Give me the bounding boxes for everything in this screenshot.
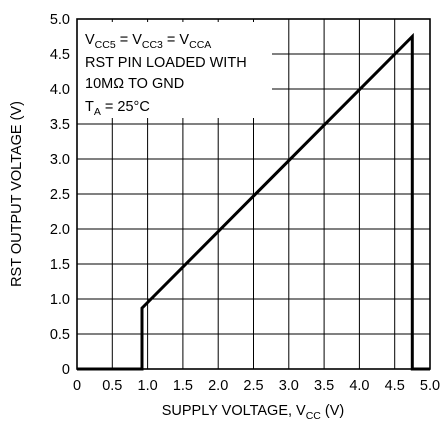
- x-tick-label: 1.0: [138, 378, 158, 394]
- y-tick-label: 2.5: [50, 187, 70, 203]
- annotation-line-2: RST PIN LOADED WITH: [85, 55, 247, 71]
- plot-frame: [76, 18, 431, 370]
- x-tick-label: 2.5: [243, 378, 263, 394]
- x-tick-label: 3.5: [314, 378, 334, 394]
- y-tick-label: 2.0: [50, 222, 70, 238]
- annotation: VCC5 = VCC3 = VCCA RST PIN LOADED WITH 1…: [85, 32, 247, 118]
- x-tick-label: 3.0: [279, 378, 299, 394]
- x-tick-label: 5.0: [420, 378, 440, 394]
- y-tick-label: 4.0: [50, 82, 70, 98]
- y-tick-label: 1.0: [50, 292, 70, 308]
- series-line: [77, 32, 430, 371]
- x-tick-label: 1.5: [173, 378, 193, 394]
- y-tick-label: 5.0: [50, 12, 70, 28]
- x-tick-label: 4.0: [349, 378, 369, 394]
- y-tick-label: 3.5: [50, 117, 70, 133]
- x-tick-label: 2.0: [208, 378, 228, 394]
- annotation-line-1: VCC5 = VCC3 = VCCA: [85, 32, 211, 51]
- annotation-line-3: 10MΩ TO GND: [85, 76, 184, 92]
- x-axis-label: SUPPLY VOLTAGE, VCC (V): [162, 403, 345, 422]
- y-tick-label: 3.0: [50, 152, 70, 168]
- y-tick-label: 0: [62, 362, 70, 378]
- y-tick-label: 1.5: [50, 257, 70, 273]
- y-axis-label: RST OUTPUT VOLTAGE (V): [9, 101, 25, 287]
- y-tick-label: 0.5: [50, 327, 70, 343]
- annotation-line-4: TA = 25°C: [85, 99, 150, 118]
- x-tick-labels: 0 0.5 1.0 1.5 2.0 2.5 3.0 3.5 4.0 4.5 5.0: [73, 378, 440, 394]
- y-tick-label: 4.5: [50, 47, 70, 63]
- x-tick-label: 0: [73, 378, 81, 394]
- annotation-background: [76, 22, 272, 118]
- x-tick-label: 4.5: [385, 378, 405, 394]
- x-tick-label: 0.5: [102, 378, 122, 394]
- y-tick-labels: 0 0.5 1.0 1.5 2.0 2.5 3.0 3.5 4.0 4.5 5.0: [50, 12, 70, 378]
